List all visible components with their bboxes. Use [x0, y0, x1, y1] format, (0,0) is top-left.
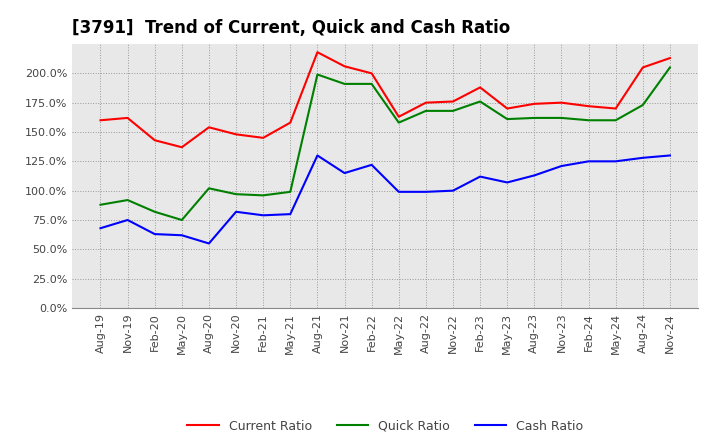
Current Ratio: [584, 103, 593, 109]
Cash Ratio: [584, 159, 593, 164]
Line: Cash Ratio: Cash Ratio: [101, 155, 670, 243]
Current Ratio: [557, 100, 566, 105]
Quick Ratio: [639, 103, 647, 108]
Current Ratio: [395, 114, 403, 119]
Cash Ratio: [150, 231, 159, 237]
Current Ratio: [259, 135, 268, 140]
Quick Ratio: [204, 186, 213, 191]
Quick Ratio: [584, 117, 593, 123]
Current Ratio: [341, 64, 349, 69]
Quick Ratio: [178, 217, 186, 223]
Quick Ratio: [503, 117, 511, 122]
Quick Ratio: [341, 81, 349, 87]
Current Ratio: [639, 65, 647, 70]
Quick Ratio: [421, 108, 430, 114]
Cash Ratio: [259, 213, 268, 218]
Quick Ratio: [150, 209, 159, 214]
Quick Ratio: [123, 198, 132, 203]
Current Ratio: [96, 117, 105, 123]
Quick Ratio: [665, 65, 674, 70]
Quick Ratio: [557, 115, 566, 121]
Text: [3791]  Trend of Current, Quick and Cash Ratio: [3791] Trend of Current, Quick and Cash …: [72, 19, 510, 37]
Current Ratio: [665, 55, 674, 61]
Current Ratio: [232, 132, 240, 137]
Cash Ratio: [204, 241, 213, 246]
Current Ratio: [449, 99, 457, 104]
Cash Ratio: [449, 188, 457, 193]
Current Ratio: [476, 85, 485, 90]
Cash Ratio: [313, 153, 322, 158]
Quick Ratio: [395, 120, 403, 125]
Cash Ratio: [557, 163, 566, 169]
Cash Ratio: [611, 159, 620, 164]
Cash Ratio: [123, 217, 132, 223]
Line: Quick Ratio: Quick Ratio: [101, 67, 670, 220]
Cash Ratio: [232, 209, 240, 214]
Cash Ratio: [665, 153, 674, 158]
Quick Ratio: [232, 191, 240, 197]
Current Ratio: [178, 145, 186, 150]
Cash Ratio: [367, 162, 376, 168]
Quick Ratio: [313, 72, 322, 77]
Quick Ratio: [449, 108, 457, 114]
Cash Ratio: [421, 189, 430, 194]
Quick Ratio: [96, 202, 105, 207]
Cash Ratio: [639, 155, 647, 161]
Cash Ratio: [341, 170, 349, 176]
Current Ratio: [367, 71, 376, 76]
Quick Ratio: [286, 189, 294, 194]
Current Ratio: [503, 106, 511, 111]
Cash Ratio: [530, 173, 539, 178]
Current Ratio: [611, 106, 620, 111]
Quick Ratio: [530, 115, 539, 121]
Line: Current Ratio: Current Ratio: [101, 52, 670, 147]
Current Ratio: [530, 101, 539, 106]
Cash Ratio: [96, 226, 105, 231]
Legend: Current Ratio, Quick Ratio, Cash Ratio: Current Ratio, Quick Ratio, Cash Ratio: [182, 414, 588, 437]
Cash Ratio: [286, 212, 294, 217]
Quick Ratio: [611, 117, 620, 123]
Quick Ratio: [259, 193, 268, 198]
Quick Ratio: [367, 81, 376, 87]
Cash Ratio: [476, 174, 485, 179]
Current Ratio: [421, 100, 430, 105]
Current Ratio: [204, 125, 213, 130]
Cash Ratio: [395, 189, 403, 194]
Cash Ratio: [178, 233, 186, 238]
Current Ratio: [313, 50, 322, 55]
Current Ratio: [286, 120, 294, 125]
Current Ratio: [123, 115, 132, 121]
Current Ratio: [150, 138, 159, 143]
Quick Ratio: [476, 99, 485, 104]
Cash Ratio: [503, 180, 511, 185]
